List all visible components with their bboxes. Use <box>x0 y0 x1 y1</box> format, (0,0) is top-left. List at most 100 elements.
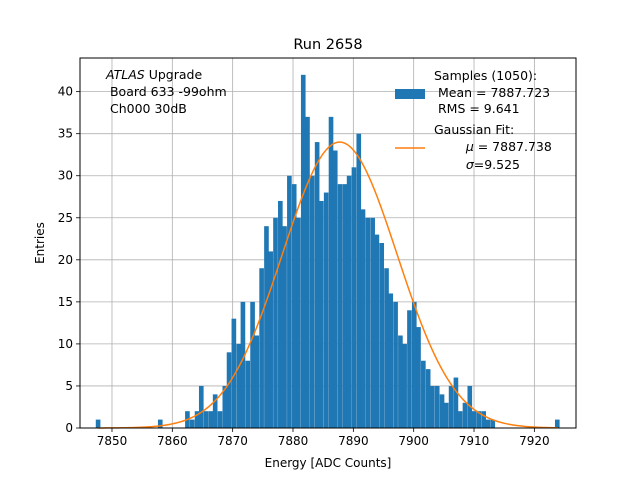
histogram-bar <box>374 234 380 428</box>
histogram-bar <box>453 377 459 428</box>
x-tick-label: 7910 <box>459 434 490 448</box>
y-tick-label: 0 <box>65 421 73 435</box>
histogram-bar <box>370 217 375 428</box>
upgrade-label: Upgrade <box>145 67 203 82</box>
histogram-bar <box>434 385 440 428</box>
histogram-bar <box>226 352 232 428</box>
histogram-bar <box>250 301 255 428</box>
histogram-bar <box>189 419 195 428</box>
histogram-bars <box>95 74 560 429</box>
histogram-bar <box>351 167 357 428</box>
histogram-bar <box>291 184 297 428</box>
histogram-bar <box>490 419 496 428</box>
histogram-bar <box>379 243 385 428</box>
histogram-bar <box>402 343 407 428</box>
x-tick-label: 7920 <box>519 434 550 448</box>
histogram-bar <box>245 360 251 428</box>
histogram-bar <box>393 301 398 428</box>
histogram-bar <box>443 402 449 428</box>
histogram-bar <box>448 385 454 428</box>
histogram-bar <box>332 150 338 428</box>
x-tick-label: 7890 <box>338 434 369 448</box>
legend-mu-symbol-glyph: μ <box>465 139 474 154</box>
histogram-bar <box>323 192 329 428</box>
y-tick-label: 35 <box>58 127 73 141</box>
histogram-bar <box>309 175 315 428</box>
histogram-bar <box>217 411 223 428</box>
histogram-bar <box>305 116 310 428</box>
histogram-bar <box>314 142 320 428</box>
legend-hist-label-2: Mean = 7887.723 <box>434 85 550 100</box>
histogram-bar <box>554 419 560 428</box>
histogram-bar <box>471 411 477 428</box>
histogram-bar <box>254 335 260 428</box>
svg-text:ATLAS Upgrade: ATLAS Upgrade <box>105 67 202 82</box>
histogram-bar <box>360 209 366 428</box>
histogram-bar <box>240 301 246 428</box>
legend-fit-label-1: Gaussian Fit: <box>434 122 514 137</box>
histogram-bar <box>282 226 287 428</box>
histogram-bar <box>407 310 412 428</box>
legend: Samples (1050): Mean = 7887.723 RMS = 9.… <box>395 68 572 172</box>
histogram-bar <box>296 217 301 428</box>
histogram-bar <box>278 200 283 428</box>
histogram-bar <box>416 327 421 428</box>
histogram-bar <box>467 385 473 428</box>
histogram-bar <box>425 369 431 428</box>
x-axis-ticks: 7850 7860 7870 7880 7890 7900 7910 7920 <box>97 428 550 448</box>
histogram-bar <box>231 318 237 428</box>
histogram-bar <box>384 268 389 428</box>
histogram-bar <box>398 335 403 428</box>
histogram-bar <box>212 394 218 428</box>
histogram-bar <box>300 74 306 429</box>
histogram-bar <box>430 385 435 428</box>
legend-hist-label-3: RMS = 9.641 <box>434 101 520 116</box>
plot-frame <box>79 57 577 429</box>
y-tick-label: 40 <box>58 85 73 99</box>
histogram-bar <box>268 251 273 428</box>
x-tick-label: 7880 <box>278 434 309 448</box>
board-label: Board 633 -99ohm <box>106 84 227 99</box>
x-tick-label: 7900 <box>398 434 429 448</box>
y-tick-label: 15 <box>58 295 73 309</box>
svg-text:μ = 7887.738: μ = 7887.738 <box>434 139 572 154</box>
channel-label: Ch000 30dB <box>106 101 187 116</box>
legend-hist-label-1: Samples (1050): <box>434 68 537 83</box>
y-tick-label: 25 <box>58 211 73 225</box>
x-axis-label: Energy [ADC Counts] <box>265 456 392 470</box>
histogram-bar <box>388 293 394 428</box>
histogram-bar <box>95 419 101 428</box>
histogram-bar <box>411 301 417 428</box>
histogram-bar <box>476 411 482 428</box>
histogram-bar <box>439 394 445 428</box>
histogram-bar <box>157 419 163 428</box>
histogram-bar <box>356 133 362 428</box>
histogram-bar <box>222 385 228 428</box>
y-axis-ticks: 0 5 10 15 20 25 30 35 40 <box>58 85 80 435</box>
x-tick-label: 7860 <box>157 434 188 448</box>
legend-hist-swatch <box>395 89 425 99</box>
histogram-bar <box>421 360 426 428</box>
histogram-bar <box>287 175 292 428</box>
legend-sigma-symbol: σ <box>466 157 475 172</box>
y-tick-label: 30 <box>58 169 73 183</box>
histogram-bar <box>198 385 204 428</box>
histogram-bar <box>462 402 468 428</box>
histogram-bar <box>337 184 343 428</box>
y-tick-label: 5 <box>65 379 73 393</box>
y-axis-label: Entries <box>33 222 47 264</box>
histogram-bar <box>485 419 491 428</box>
atlas-annotation: ATLAS Upgrade Board 633 -99ohm Ch000 30d… <box>105 67 227 116</box>
histogram-bar <box>273 217 278 428</box>
histogram-bar <box>457 411 463 428</box>
y-tick-label: 10 <box>58 337 73 351</box>
histogram-bar <box>365 217 371 428</box>
y-tick-label: 20 <box>58 253 73 267</box>
histogram-bar <box>259 268 264 428</box>
histogram-bar <box>208 411 214 428</box>
histogram-bar <box>194 411 200 428</box>
chart-title: Run 2658 <box>293 37 362 53</box>
fit-layer <box>98 141 558 429</box>
histogram-bar <box>481 411 486 428</box>
